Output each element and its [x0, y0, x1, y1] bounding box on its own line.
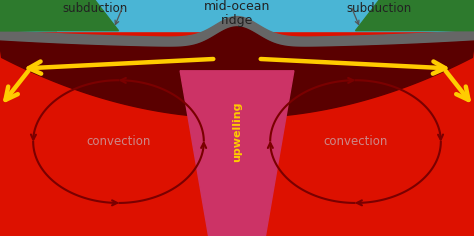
Polygon shape: [0, 27, 474, 118]
Polygon shape: [0, 7, 57, 31]
Text: convection: convection: [86, 135, 151, 148]
Polygon shape: [0, 17, 474, 47]
Polygon shape: [356, 0, 474, 31]
Bar: [0, 0, 474, 31]
Text: upwelling: upwelling: [232, 102, 242, 162]
Polygon shape: [180, 71, 294, 236]
Text: subduction: subduction: [62, 2, 128, 15]
Text: subduction: subduction: [346, 2, 412, 15]
Text: mid-ocean
ridge: mid-ocean ridge: [204, 0, 270, 27]
Text: convection: convection: [323, 135, 388, 148]
Polygon shape: [0, 0, 118, 31]
